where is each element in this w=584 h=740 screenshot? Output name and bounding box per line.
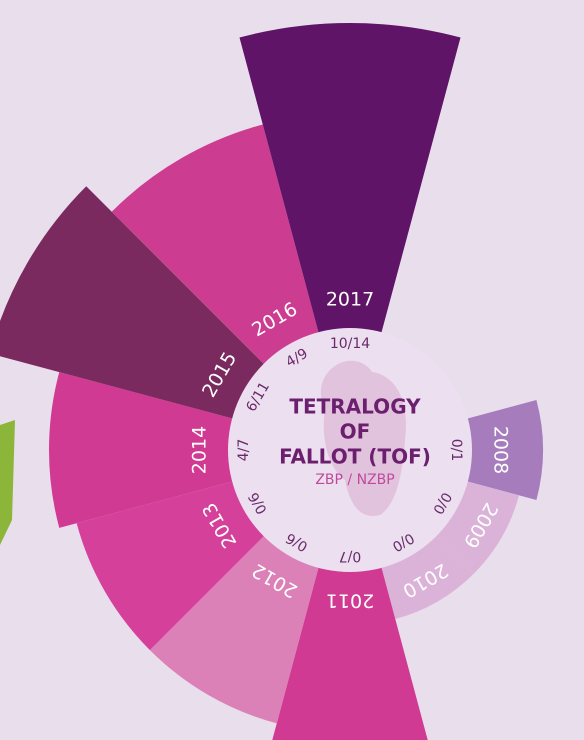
center-title: FALLOT (TOF) (279, 445, 431, 469)
year-label: 2017 (326, 289, 374, 311)
year-label: 2011 (326, 590, 374, 612)
center-subtitle: ZBP / NZBP (315, 472, 394, 488)
center-title: OF (340, 420, 371, 444)
value-label: 4/7 (236, 439, 252, 462)
value-label: 10/14 (330, 336, 370, 352)
value-label: 0/1 (448, 439, 464, 462)
chart: TETRALOGY OF FALLOT (TOF) ZBP / NZBP 200… (0, 0, 584, 740)
year-label: 2014 (189, 426, 211, 474)
center-title: TETRALOGY (289, 395, 421, 419)
value-label: 0/7 (339, 548, 362, 564)
year-label: 2008 (490, 426, 512, 474)
